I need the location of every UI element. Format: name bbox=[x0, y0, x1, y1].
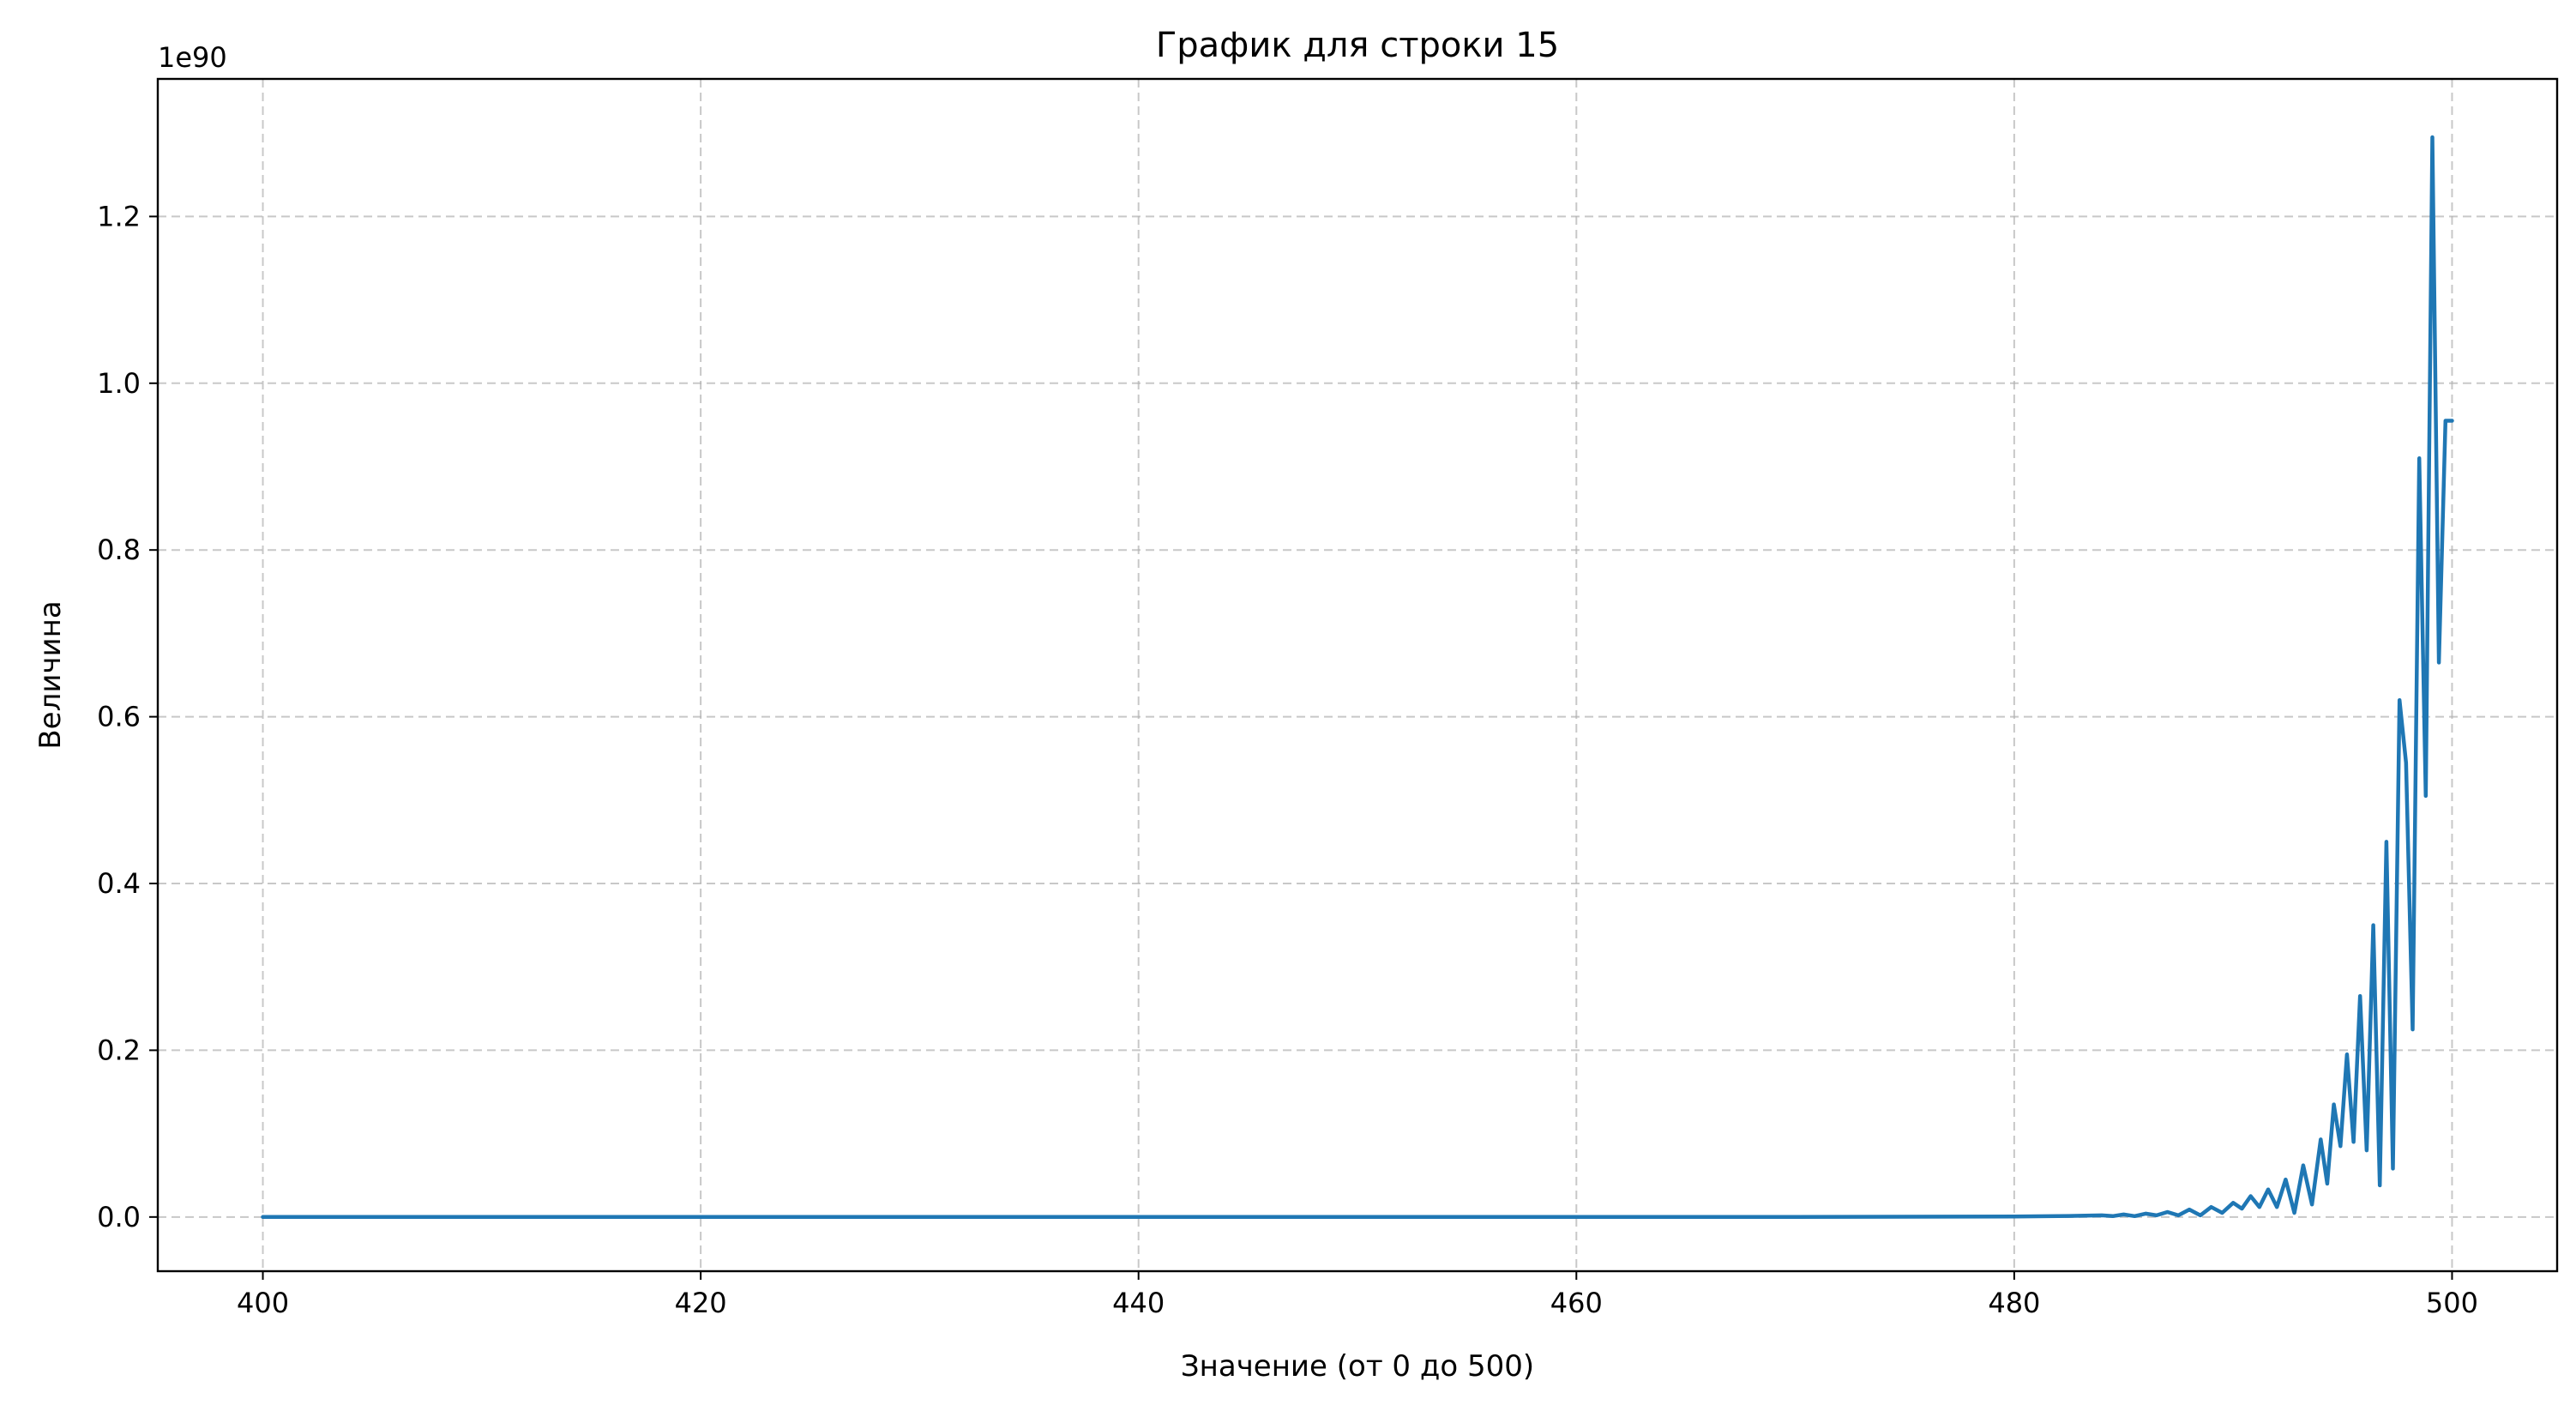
y-tick-label: 0.2 bbox=[97, 1034, 141, 1066]
y-tick-label: 1.2 bbox=[97, 200, 141, 232]
plot-area-frame bbox=[156, 77, 2559, 1273]
y-axis: 0.0 0.2 0.4 0.6 0.8 1.0 1.2 bbox=[97, 200, 158, 1233]
y-axis-offset-label: 1e90 bbox=[158, 41, 227, 74]
x-tick-label: 440 bbox=[1112, 1287, 1165, 1319]
x-axis-title: Значение (от 0 до 500) bbox=[1181, 1349, 1534, 1384]
y-tick-label: 1.0 bbox=[97, 367, 141, 400]
x-tick-label: 400 bbox=[237, 1287, 289, 1319]
y-tick-label: 0.8 bbox=[97, 534, 141, 566]
x-tick-label: 480 bbox=[1988, 1287, 2040, 1319]
y-tick-label: 0.4 bbox=[97, 867, 141, 900]
y-tick-label: 0.0 bbox=[97, 1201, 141, 1233]
x-tick-label: 500 bbox=[2426, 1287, 2478, 1319]
x-tick-label: 460 bbox=[1550, 1287, 1603, 1319]
x-tick-label: 420 bbox=[675, 1287, 727, 1319]
y-tick-label: 0.6 bbox=[97, 701, 141, 733]
y-axis-title: Величина bbox=[33, 600, 68, 749]
series-line-0 bbox=[261, 135, 2454, 1220]
grid bbox=[158, 79, 2557, 1271]
chart-title: График для строки 15 bbox=[1156, 26, 1559, 65]
x-axis: 400 420 440 460 480 500 bbox=[237, 1271, 2478, 1319]
series-layer bbox=[261, 135, 2454, 1220]
